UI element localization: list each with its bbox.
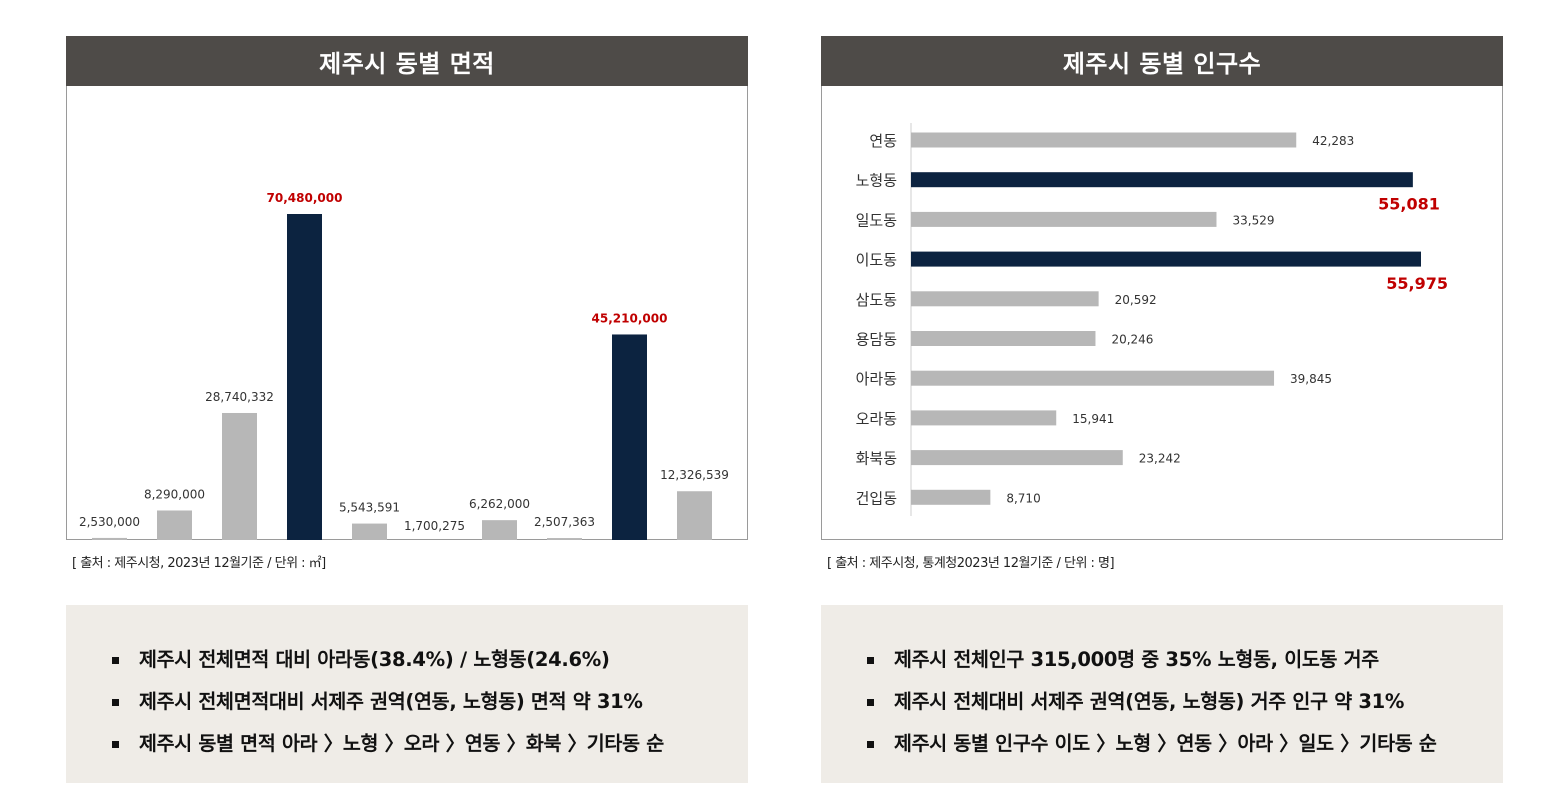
data-label: 20,246 [1111, 333, 1153, 347]
data-label: 6,262,000 [469, 497, 530, 511]
y-tick-label: 건입동 [856, 489, 898, 507]
bar-노형동 [612, 334, 647, 540]
bar-건입동 [92, 537, 127, 540]
data-label: 1,700,275 [404, 519, 465, 533]
area-summary-text: 제주시 동별 면적 아라 〉노형 〉오라 〉연동 〉화북 〉기타동 순 [139, 732, 664, 755]
bar-화북동 [157, 510, 192, 540]
bullet-icon [867, 699, 874, 706]
data-label: 15,941 [1072, 412, 1114, 426]
bar-이도동 [911, 251, 1421, 267]
bar-연동 [911, 132, 1297, 148]
bullet-icon [867, 657, 874, 664]
bar-일도동 [547, 538, 582, 540]
area-summary-item: 제주시 전체면적대비 서제주 권역(연동, 노형동) 면적 약 31% [112, 687, 748, 729]
data-label: 12,326,539 [660, 468, 729, 482]
data-label: 20,592 [1115, 293, 1157, 307]
data-label: 28,740,332 [205, 390, 274, 404]
area-summary-item: 제주시 전체면적 대비 아라동(38.4%) / 노형동(24.6%) [112, 645, 748, 687]
area-chart-title: 제주시 동별 면적 [66, 36, 748, 86]
bullet-icon [112, 699, 119, 706]
area-summary-text: 제주시 전체면적 대비 아라동(38.4%) / 노형동(24.6%) [139, 648, 610, 671]
bar-이도동 [482, 520, 517, 540]
area-chart-box: 2,530,000건입동8,290,000화북동28,740,332오라동70,… [66, 86, 748, 540]
population-chart-panel: 제주시 동별 인구수 연동 42,283 노형동 55,081 일도동 33,529 이도동… [821, 36, 1503, 783]
bar-용담동 [911, 331, 1096, 346]
data-label: 55,975 [1386, 274, 1448, 293]
bar-삼도동 [911, 291, 1099, 307]
data-label: 8,290,000 [144, 487, 205, 501]
population-bar-chart: 연동 42,283 노형동 55,081 일도동 33,529 이도동 55,975 삼도동 20… [856, 123, 1448, 516]
population-chart-box: 연동 42,283 노형동 55,081 일도동 33,529 이도동 55,975 삼도동 20… [821, 86, 1503, 540]
data-label: 55,081 [1378, 195, 1440, 214]
population-summary-box: 제주시 전체인구 315,000명 중 35% 노형동, 이도동 거주 제주시 … [821, 605, 1503, 783]
area-summary-text: 제주시 전체면적대비 서제주 권역(연동, 노형동) 면적 약 31% [139, 690, 643, 713]
y-tick-label: 일도동 [856, 211, 898, 229]
area-chart-panel: 제주시 동별 면적 2,530,000건입동8,290,000화북동28,740… [66, 36, 748, 783]
data-label: 42,283 [1312, 134, 1354, 148]
bar-노형동 [911, 172, 1413, 188]
data-label: 2,530,000 [79, 515, 140, 529]
population-summary-text: 제주시 전체대비 서제주 권역(연동, 노형동) 거주 인구 약 31% [894, 690, 1405, 713]
area-source-note: [ 출처 : 제주시청, 2023년 12월기준 / 단위 : ㎡] [72, 556, 326, 571]
area-summary-item: 제주시 동별 면적 아라 〉노형 〉오라 〉연동 〉화북 〉기타동 순 [112, 729, 748, 771]
population-source-note: [ 출처 : 제주시청, 통계청2023년 12월기준 / 단위 : 명] [827, 556, 1115, 571]
population-chart-title: 제주시 동별 인구수 [821, 36, 1503, 86]
bar-건입동 [911, 489, 991, 505]
population-summary-text: 제주시 전체인구 315,000명 중 35% 노형동, 이도동 거주 [894, 648, 1379, 671]
data-label: 33,529 [1232, 213, 1274, 227]
data-label: 2,507,363 [534, 515, 595, 529]
bar-오라동 [911, 410, 1057, 426]
area-summary-box: 제주시 전체면적 대비 아라동(38.4%) / 노형동(24.6%) 제주시 … [66, 605, 748, 783]
bar-용담동 [352, 523, 387, 540]
data-label: 45,210,000 [592, 311, 668, 325]
population-summary-item: 제주시 전체인구 315,000명 중 35% 노형동, 이도동 거주 [867, 645, 1503, 687]
y-tick-label: 연동 [869, 132, 897, 150]
y-tick-label: 노형동 [856, 172, 898, 190]
y-tick-label: 삼도동 [856, 291, 898, 309]
area-bar-chart: 2,530,000건입동8,290,000화북동28,740,332오라동70,… [79, 191, 729, 540]
data-label: 39,845 [1290, 372, 1332, 386]
data-label: 70,480,000 [267, 191, 343, 205]
y-tick-label: 오라동 [856, 410, 898, 428]
y-tick-label: 용담동 [856, 331, 898, 349]
bar-아라동 [287, 214, 322, 540]
bullet-icon [867, 741, 874, 748]
data-label: 5,543,591 [339, 501, 400, 515]
bar-아라동 [911, 370, 1275, 386]
bullet-icon [112, 657, 119, 664]
bar-화북동 [911, 450, 1123, 466]
population-summary-item: 제주시 동별 인구수 이도 〉노형 〉연동 〉아라 〉일도 〉기타동 순 [867, 729, 1503, 771]
population-summary-text: 제주시 동별 인구수 이도 〉노형 〉연동 〉아라 〉일도 〉기타동 순 [894, 732, 1437, 755]
bar-연동 [677, 491, 712, 540]
data-label: 8,710 [1006, 491, 1040, 505]
y-tick-label: 화북동 [856, 450, 898, 468]
bar-일도동 [911, 211, 1217, 227]
y-tick-label: 아라동 [856, 370, 898, 388]
data-label: 23,242 [1139, 452, 1181, 466]
y-tick-label: 이도동 [856, 251, 898, 269]
population-summary-item: 제주시 전체대비 서제주 권역(연동, 노형동) 거주 인구 약 31% [867, 687, 1503, 729]
bar-오라동 [222, 412, 257, 540]
bullet-icon [112, 741, 119, 748]
